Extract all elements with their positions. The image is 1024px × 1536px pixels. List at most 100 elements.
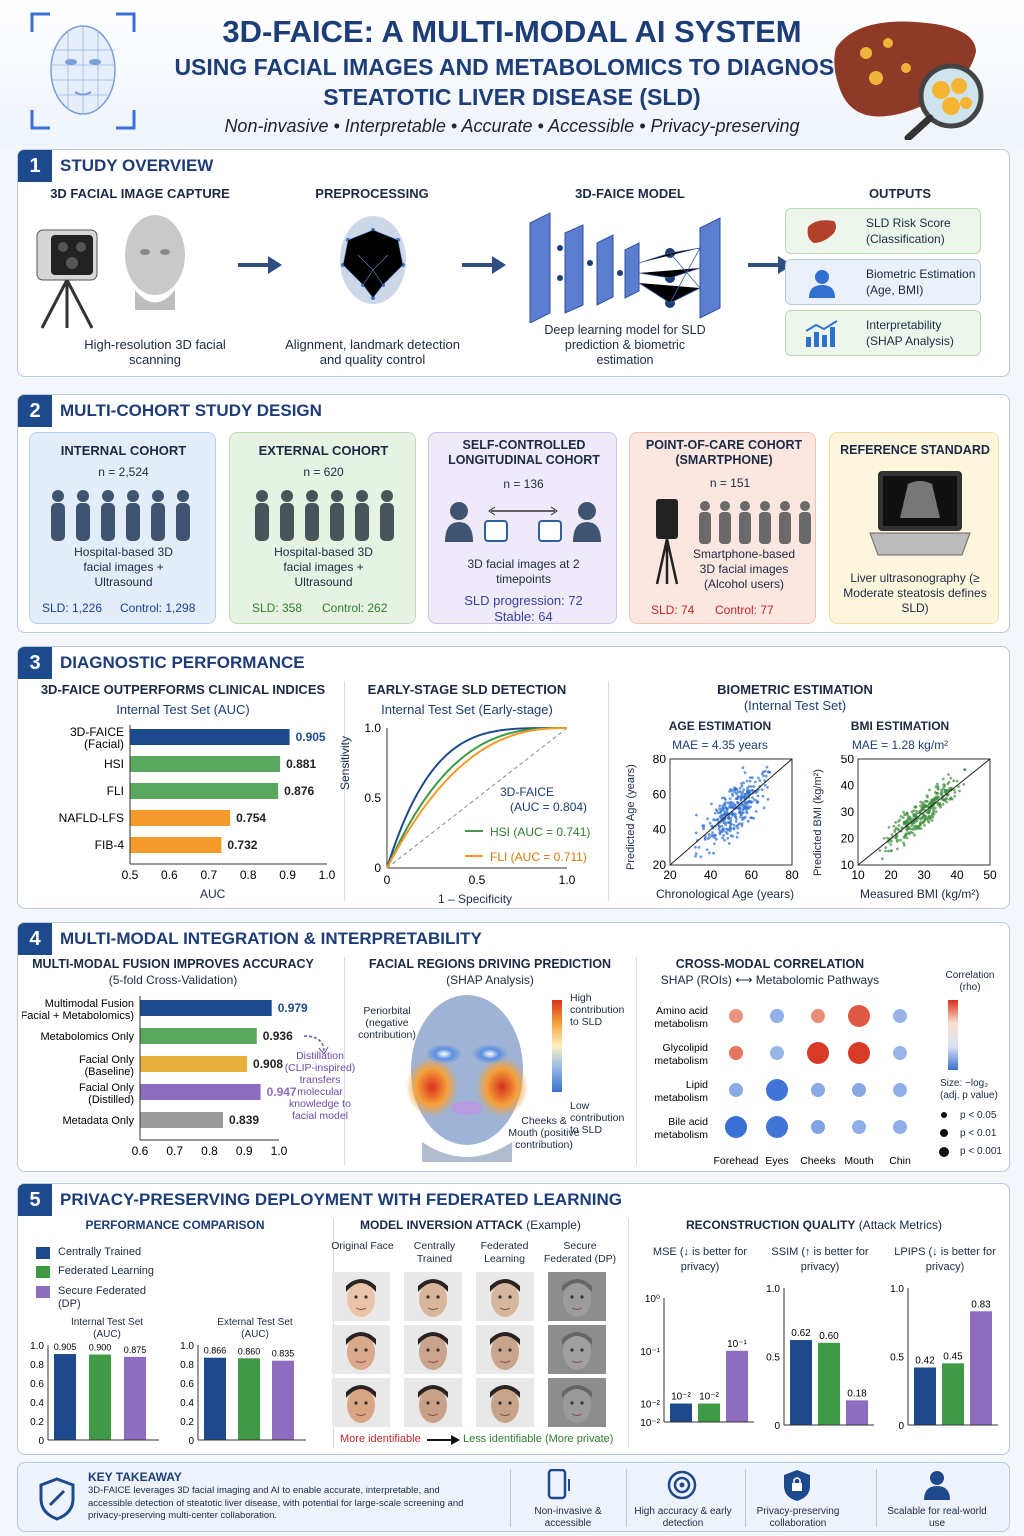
scatter-point [919,804,922,808]
face-eye [498,1401,502,1405]
roc-y-label: Sensitivity [338,735,352,790]
scatter-point [747,800,751,804]
face-eye [364,1348,368,1352]
scatter-point [926,795,929,799]
scatter-point [937,802,941,805]
scatter-point [740,813,743,817]
scatter-point [695,813,698,817]
scatter-point [723,801,727,804]
scatter-point [751,796,754,799]
data-label: 0.947 [267,1085,297,1099]
corr-dot [729,1083,743,1097]
face-eye [508,1401,512,1405]
scatter-point [924,805,928,808]
auc-chart-title: 3D-FAICE OUTPERFORMS CLINICAL INDICES [40,682,326,697]
output-sld-risk: SLD Risk Score (Classification) [785,208,981,254]
corr-dot [766,1116,788,1138]
scatter-point [720,813,723,817]
face-eye [498,1295,502,1299]
scatter-point [912,814,916,818]
attack-col-secure: Secure Federated (DP) [543,1240,617,1265]
category-label: Metabolomics Only [40,1031,134,1043]
tick-label: 10⁻² [640,1418,660,1429]
tick-label: 50 [983,868,997,882]
tick-label: 0.6 [161,868,178,882]
face-hair [346,1279,376,1292]
scatter-point [907,825,911,829]
scatter-point [720,816,723,820]
scatter-point [699,855,703,859]
tick-label: 0.5 [890,1353,904,1364]
scatter-point [706,837,710,840]
row-label: Lipid [686,1079,708,1091]
scatter-point [708,821,712,825]
tick-label: 20 [884,868,898,882]
tick-label: 1.0 [271,1144,288,1158]
tick-label: 0.6 [180,1379,194,1390]
point-of-care-cohort-card: POINT-OF-CARE COHORT (SMARTPHONE) n = 15… [629,432,816,624]
scatter-point [731,794,735,797]
scatter-point [937,795,940,799]
face-hair [346,1385,376,1398]
category-label: (Facial + Metabolomics) [22,1010,134,1022]
external-cohort-card: EXTERNAL COHORT n = 620 Hospital-based 3… [229,432,416,624]
legend-secure: Secure Federated (DP) [58,1285,147,1310]
scatter-point [727,842,731,845]
tick-label: 1.0 [766,1284,780,1295]
category-label: FIB-4 [95,838,125,852]
row-label: Bile acid [668,1116,708,1128]
scatter-point [720,796,724,800]
tick-label: 0.5 [469,873,486,887]
face-eye [570,1348,574,1352]
age-mae: MAE = 4.35 years [672,738,768,752]
face-eye [364,1401,368,1405]
legend-secure-swatch [36,1286,50,1298]
bar [140,1000,272,1016]
corr-subtitle: SHAP (ROIs) ⟷ Metabolomic Pathways [660,973,880,987]
scatter-point [764,774,768,778]
scatter-point [882,836,886,840]
scatter-point [740,822,744,826]
shap-subtitle: (SHAP Analysis) [446,973,534,987]
ssim-title: SSIM (↑ is better for privacy) [771,1246,869,1273]
corr-dot [729,1046,743,1060]
tick-label: 0.5 [122,868,139,882]
face-oval [419,1281,447,1317]
face-hair [346,1332,376,1345]
category-label: NAFLD-LFS [59,811,124,825]
people-icon [51,490,190,541]
scatter-point [941,777,945,781]
scatter-point [729,816,733,820]
auc-chart-subtitle: Internal Test Set (AUC) [116,702,250,717]
people-icon [699,501,811,544]
person-icon [924,1471,950,1500]
tick-label: 40 [950,868,964,882]
scatter-point [746,805,750,808]
shap-title: FACIAL REGIONS DRIVING PREDICTION [368,957,612,971]
less-identifiable: Less identifiable (More private) [463,1433,614,1445]
scatter-point [917,825,921,829]
step-model-title: 3D-FAICE MODEL [575,186,685,201]
bmi-title: BMI ESTIMATION [850,719,950,733]
scatter-point [737,806,741,810]
corr-dot [848,1005,870,1027]
scatter-point [748,789,752,793]
face-scan-icon [30,12,136,130]
scatter-point [897,824,901,827]
scatter-point [702,827,705,831]
scatter-point [736,831,740,835]
longitudinal-cohort-card: SELF-CONTROLLED LONGITUDINAL COHORT n = … [428,432,617,624]
data-label: 0.905 [54,1342,77,1352]
scatter-point [733,786,737,789]
face-eye [426,1401,430,1405]
col-label: Chin [889,1155,911,1167]
section-diagnostic-performance: 3 DIAGNOSTIC PERFORMANCE [17,646,1010,909]
scatter-point [734,820,738,823]
scatter-point [752,816,755,820]
face-eye [508,1295,512,1299]
data-label: 0.83 [971,1299,991,1310]
scatter-point [758,779,762,783]
scatter-point [928,817,932,821]
scatter-point [729,822,733,825]
face-mouth [427,1307,439,1310]
